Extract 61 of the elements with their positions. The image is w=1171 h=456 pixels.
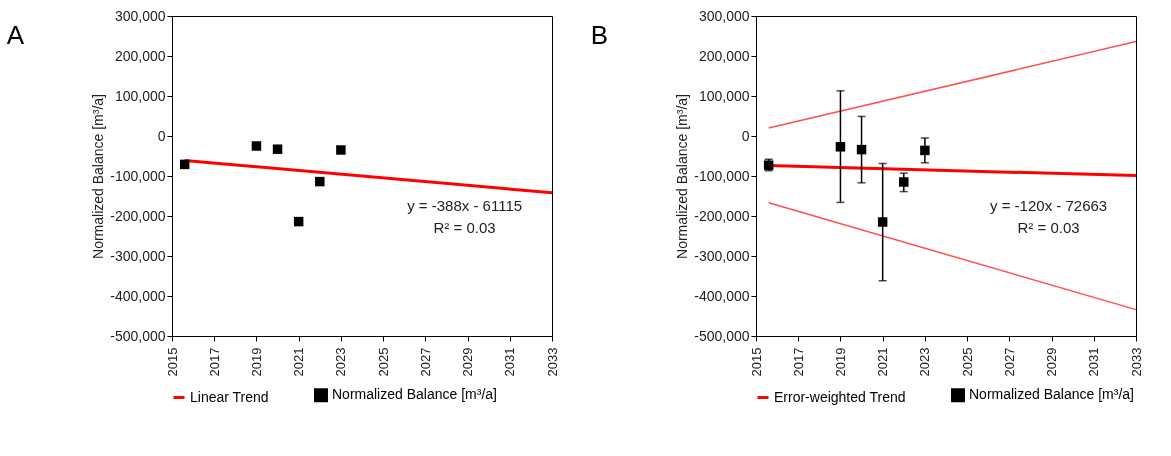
y-tick-label: -500,000 (694, 327, 750, 344)
chart-title: A (6, 20, 25, 50)
point (251, 141, 262, 151)
x-tick-label: 2025 (375, 347, 391, 377)
y-tick-label: -400,000 (110, 287, 166, 304)
y-tick-label: 300,000 (114, 7, 166, 24)
x-tick-label: 2033 (1128, 347, 1144, 377)
point (856, 144, 867, 155)
x-tick-label: 2029 (460, 347, 476, 377)
x-tick-label: 2019 (832, 347, 848, 377)
point (315, 176, 325, 187)
point (293, 216, 304, 227)
annotation: y = -388x - 61115 (407, 197, 523, 215)
x-tick-label: 2015 (164, 347, 180, 377)
y-tick-label: -200,000 (694, 207, 750, 224)
x-tick-label: 2031 (1086, 347, 1102, 377)
legend-label: Linear Trend (190, 388, 269, 405)
x-tick-label: 2027 (1001, 347, 1017, 377)
point (920, 145, 930, 156)
y-tick-label: 0 (157, 127, 166, 144)
x-tick-label: 2019 (248, 347, 264, 377)
y-tick-label: -400,000 (694, 287, 750, 304)
y-tick-label: 200,000 (698, 47, 750, 64)
x-tick-label: 2031 (502, 347, 518, 377)
point (272, 144, 283, 154)
y-tick-label: 100,000 (114, 87, 166, 104)
x-tick-label: 2023 (917, 347, 933, 377)
x-tick-label: 2017 (790, 347, 806, 377)
y-tick-label: -300,000 (694, 247, 750, 264)
point (835, 142, 846, 152)
annotation: y = -120x - 72663 (990, 197, 1108, 215)
y-axis-title: Normalized Balance [m³/a] (90, 94, 107, 259)
x-tick-label: 2027 (417, 347, 433, 377)
point (179, 159, 190, 170)
y-tick-label: -300,000 (110, 247, 166, 264)
x-tick-label: 2017 (206, 347, 222, 377)
point (336, 145, 346, 155)
annotation: R² = 0.03 (1017, 219, 1080, 237)
point (899, 177, 909, 187)
y-tick-label: -200,000 (110, 207, 166, 224)
y-tick-label: -100,000 (110, 167, 166, 184)
y-tick-label: 0 (741, 127, 750, 144)
y-tick-label: -100,000 (694, 167, 750, 184)
annotation: R² = 0.03 (433, 219, 496, 237)
y-tick-label: 300,000 (698, 7, 750, 24)
x-tick-label: 2021 (875, 347, 891, 377)
x-tick-label: 2025 (959, 347, 975, 377)
x-tick-label: 2029 (1044, 347, 1060, 377)
point (877, 217, 888, 227)
x-tick-label: 2023 (333, 347, 349, 377)
y-tick-label: 100,000 (698, 87, 750, 104)
y-tick-label: 200,000 (114, 47, 166, 64)
legend-label: Normalized Balance [m³/a] (969, 386, 1134, 403)
y-axis-title: Normalized Balance [m³/a] (674, 94, 691, 259)
y-tick-label: -500,000 (110, 327, 166, 344)
legend-label: Error-weighted Trend (774, 388, 906, 405)
x-tick-label: 2015 (748, 347, 764, 377)
x-tick-label: 2021 (291, 347, 307, 377)
x-tick-label: 2033 (544, 347, 560, 377)
legend-label: Normalized Balance [m³/a] (332, 386, 497, 403)
chart-title: B (590, 20, 609, 50)
